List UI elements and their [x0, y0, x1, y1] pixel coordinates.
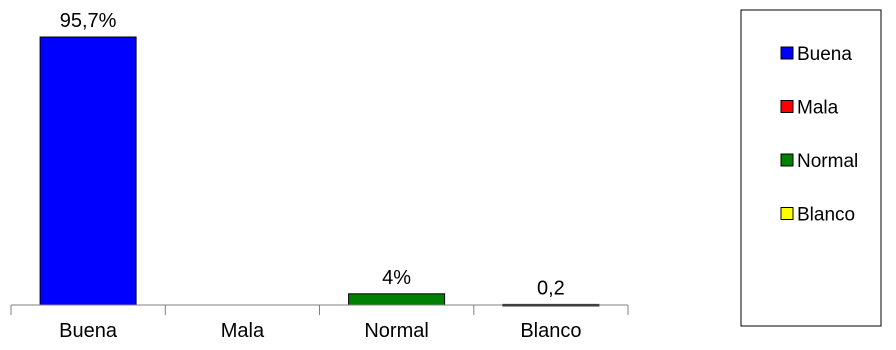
- legend-swatch-mala: [780, 100, 794, 113]
- category-label-normal: Normal: [364, 320, 428, 342]
- bar-normal: [348, 293, 446, 306]
- data-label-blanco: 0,2: [537, 277, 565, 299]
- plot-area: 95,7% Buena Mala 4% Normal 0,2 Blanco: [10, 10, 629, 342]
- bar-buena: [39, 36, 137, 306]
- legend-label-blanco: Blanco: [797, 205, 855, 226]
- legend-swatch-normal: [780, 153, 794, 167]
- legend-box: [740, 9, 882, 327]
- data-label-normal: 4%: [382, 267, 411, 289]
- legend-label-normal: Normal: [797, 151, 858, 172]
- category-label-buena: Buena: [59, 320, 118, 342]
- legend-label-buena: Buena: [797, 44, 852, 65]
- category-label-mala: Mala: [221, 320, 265, 342]
- category-label-blanco: Blanco: [520, 320, 581, 342]
- legend-swatch-blanco: [780, 207, 794, 220]
- legend: Buena Mala Normal Blanco: [740, 9, 882, 327]
- legend-label-mala: Mala: [797, 98, 839, 119]
- data-label-buena: 95,7%: [60, 10, 117, 32]
- legend-swatch-buena: [780, 46, 794, 60]
